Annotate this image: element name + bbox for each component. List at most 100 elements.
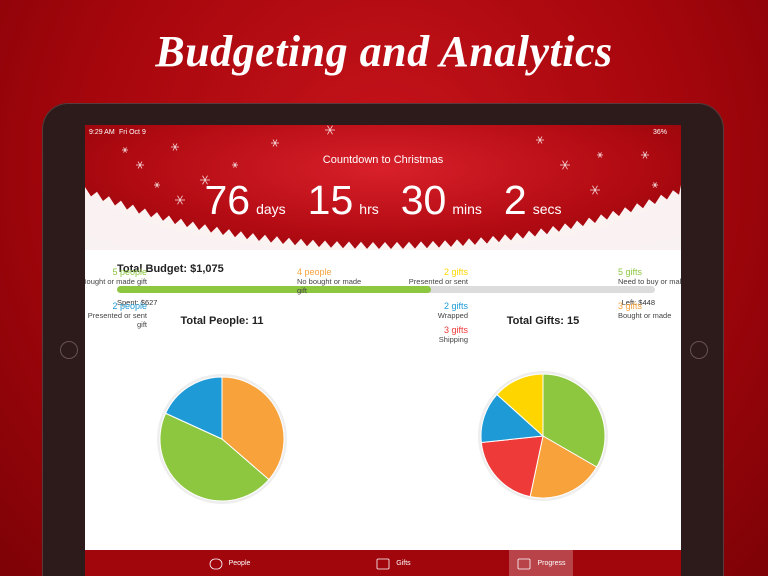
status-time: 9:29 AM [89,129,115,136]
screen: 9:29 AM Fri Oct 9 36% Countdown to Chris… [85,125,681,576]
snowflake [325,125,335,135]
countdown-row: 76 days 15 hrs 30 mins 2 secs [85,177,681,224]
home-button[interactable] [690,341,708,359]
budget-title: Total Budget: $1,075 [117,263,224,275]
snowflake-arm [592,185,598,195]
countdown-number: 76 [204,177,251,223]
status-date: Fri Oct 9 [119,129,146,136]
countdown-unit-label: days [256,201,286,217]
countdown-header: 9:29 AM Fri Oct 9 36% Countdown to Chris… [85,125,681,250]
pie-slice [496,373,544,438]
status-battery: 36% [652,129,667,136]
snowflake-arm [327,125,333,135]
legend-value: 3 gifts [443,325,468,335]
pie-charts [157,371,608,504]
pie-slice [164,376,223,440]
pie-legend-entry: 2 gifts Presented or sent [398,267,468,286]
page-title: Budgeting and Analytics [155,27,613,76]
tab[interactable]: People [197,550,261,576]
snowflake [641,151,649,159]
left-label: Left: $448 [621,298,655,307]
spent-label: Spent: $627 [117,298,158,307]
snowflake [175,195,185,205]
legend-value: 5 people [112,267,147,277]
snowflake-arm [598,152,602,158]
legend-value: 3 gifts [618,301,643,311]
pie-slice [542,373,606,468]
countdown-number: 15 [307,177,354,223]
legend-value: 2 gifts [443,301,468,311]
snowflake [136,161,144,169]
countdown-title: Countdown to Christmas [322,154,444,166]
countdown-number: 30 [400,177,447,223]
legend-label: Shipping [438,335,468,344]
countdown-unit: 2 secs [504,177,562,224]
countdown-unit: 30 mins [401,177,482,224]
snowflake [652,182,658,188]
snowflake [232,162,238,168]
legend-label: Wrapped [437,311,468,320]
pie-legend-entry: 4 people No bought or made gift [297,267,367,295]
countdown-unit: 76 days [204,177,285,224]
countdown-unit-label: secs [532,201,562,217]
snowflake [171,143,179,151]
pie-legend-entry: 5 people Bought or made gift [85,267,147,286]
snowflake [271,139,279,147]
snowflake-arm [233,162,237,168]
legend-value: 5 gifts [618,267,643,277]
legend-value: 4 people [297,267,332,277]
snowflake [536,136,544,144]
snowflake-arm [172,143,178,151]
pie-title: Total Gifts: 15 [506,315,580,327]
snowflake [560,160,570,170]
pie-legend-entry: 3 gifts Bought or made [618,301,681,320]
legend-value: 2 people [112,301,147,311]
snowflake [590,185,600,195]
countdown-unit-label: hrs [359,201,379,217]
pie-slice [480,435,544,498]
snowflake [154,182,160,188]
snowflake-arm [155,182,159,188]
tab-label: Gifts [396,559,411,567]
snow-edge [85,185,681,250]
snowflake-arm [177,195,183,205]
pie-legend-entry: 2 gifts Wrapped [398,301,468,320]
legend-label: Need to buy or make [618,277,681,286]
snowflake [200,175,210,185]
snowflake [122,147,128,153]
legend-label: Bought or made gift [85,277,147,286]
tab-icon-shape [376,558,390,570]
tab-label: People [228,559,251,567]
tab-icon [209,558,222,570]
snowflake [597,152,603,158]
legend-label: Presented or sent [408,277,468,286]
snowflake-arm [123,147,127,153]
snowflake-arm [537,136,543,144]
snowflake-arm [562,160,568,170]
snowflake-arm [642,151,648,159]
countdown-unit-label: mins [452,201,482,217]
pie-legend-entry: 5 gifts Need to buy or make [618,267,681,286]
tab-icon [376,558,390,570]
budget-bar-track [117,286,655,293]
tab-label: Progress [537,559,566,567]
legend-label: No bought or made gift [297,277,362,295]
legend-value: 2 gifts [443,267,468,277]
pie-legend-entry: 3 gifts Shipping [398,325,468,344]
snowflake-arm [272,139,278,147]
countdown-unit: 15 hrs [308,177,379,224]
snowflake-arm [653,182,657,188]
legend-label: Presented or sent gift [87,311,147,329]
pie-slice [221,376,285,481]
snow-decoration [85,125,681,250]
snowflake-arm [137,161,143,169]
tab[interactable]: Progress [509,550,573,576]
budget-bar-fill [117,286,431,293]
tab[interactable]: Gifts [361,550,425,576]
pie-slice [529,435,598,499]
countdown-number: 2 [503,177,527,223]
camera [60,341,78,359]
legend-label: Bought or made [618,311,672,320]
snowflake-arm [202,175,208,185]
